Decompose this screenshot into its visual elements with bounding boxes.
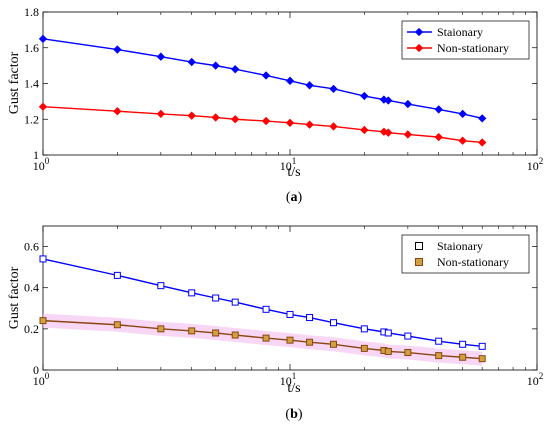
panel-caption: (a)	[286, 190, 303, 205]
y-tick-label: 1	[33, 148, 39, 162]
data-point	[329, 319, 337, 327]
y-tick-label: 1.4	[24, 77, 39, 91]
y-tick-label: 0.4	[24, 281, 39, 295]
data-point	[156, 52, 166, 61]
data-point	[38, 34, 48, 43]
x-axis-label: t/s	[287, 165, 300, 180]
data-point	[478, 138, 487, 147]
data-point	[231, 65, 240, 74]
legend-marker	[414, 43, 424, 53]
data-point	[212, 329, 220, 337]
legend-label: Staionary	[437, 25, 483, 39]
data-point	[212, 294, 220, 302]
chart-panel-1: 100 101 102 1 1.2 1.4 1.6 1.8 Gust factor t/s Stai…	[7, 5, 543, 205]
data-point	[231, 331, 239, 339]
x-tick-label: 102	[527, 371, 544, 388]
data-point	[478, 342, 486, 350]
y-tick-label: 1.8	[24, 5, 39, 19]
data-point	[434, 132, 443, 142]
y-axis-label: Gust factor	[7, 266, 22, 329]
data-point	[113, 271, 121, 279]
data-point	[261, 116, 271, 126]
data-point	[360, 325, 368, 333]
data-point	[285, 118, 295, 127]
x-axis-label: t/s	[287, 381, 300, 396]
y-tick-label: 1.6	[24, 41, 39, 55]
data-point	[156, 109, 166, 119]
data-point	[188, 289, 196, 297]
data-point	[157, 325, 165, 333]
data-point	[404, 349, 412, 357]
data-point	[459, 340, 467, 348]
data-point	[435, 337, 443, 345]
data-point	[329, 340, 337, 348]
data-point	[38, 102, 48, 111]
data-point	[329, 84, 338, 94]
data-point	[113, 107, 122, 116]
y-tick-label: 0.6	[24, 240, 39, 254]
data-point	[478, 355, 486, 363]
data-point	[286, 310, 294, 318]
legend-box	[401, 20, 530, 60]
data-point	[384, 347, 392, 355]
data-point	[262, 334, 270, 342]
legend-marker	[415, 242, 423, 250]
data-point	[157, 282, 165, 290]
data-point	[360, 125, 369, 135]
legend-label: Non-stationary	[437, 41, 509, 55]
x-tick-label: 100	[33, 371, 50, 388]
data-point	[188, 327, 196, 335]
x-tick-label: 101	[280, 156, 297, 173]
data-point	[39, 255, 47, 263]
legend-label: Staionary	[437, 239, 483, 253]
data-point	[187, 111, 196, 120]
data-point	[187, 57, 196, 67]
data-point	[305, 81, 314, 90]
data-point	[306, 338, 314, 346]
legend-marker	[414, 27, 424, 37]
data-point	[403, 99, 413, 109]
y-tick-label: 1.2	[24, 112, 39, 126]
data-point	[231, 298, 239, 306]
data-point	[384, 96, 393, 105]
data-point	[360, 91, 369, 101]
legend-marker	[415, 258, 423, 266]
data-point	[435, 352, 443, 360]
data-point	[458, 109, 467, 119]
data-point	[113, 321, 121, 329]
legend-label: Non-stationary	[437, 255, 509, 269]
y-tick-label: 0.2	[24, 322, 39, 336]
data-point	[360, 344, 368, 352]
y-tick-label: 0	[33, 363, 39, 377]
x-tick-label: 102	[527, 156, 544, 173]
data-point	[384, 329, 392, 337]
data-point	[306, 314, 314, 322]
data-point	[286, 336, 294, 344]
data-point	[329, 122, 338, 131]
data-point	[403, 130, 413, 139]
data-point	[39, 317, 47, 325]
legend-box	[401, 234, 530, 274]
data-point	[262, 305, 270, 313]
data-point	[261, 71, 271, 80]
data-point	[113, 45, 122, 54]
data-point	[434, 105, 443, 114]
data-point	[231, 115, 240, 124]
data-point	[211, 61, 220, 70]
x-tick-label: 101	[280, 371, 297, 388]
y-axis-label: Gust factor	[7, 51, 22, 114]
x-tick-label: 100	[33, 156, 50, 173]
data-point	[211, 113, 220, 122]
data-point	[478, 114, 487, 123]
panel-caption: (b)	[285, 407, 302, 422]
data-point	[459, 353, 467, 361]
data-point	[384, 128, 393, 137]
data-point	[285, 76, 295, 85]
data-point	[404, 332, 412, 340]
data-point	[305, 120, 314, 129]
data-point	[458, 136, 467, 145]
